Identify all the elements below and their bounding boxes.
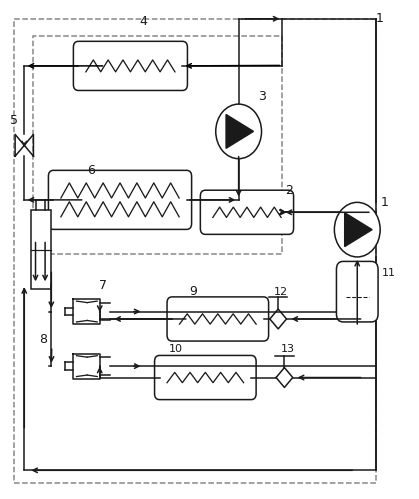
FancyBboxPatch shape [336, 261, 378, 322]
Text: 9: 9 [189, 285, 197, 298]
Text: 8: 8 [39, 333, 47, 346]
Text: 13: 13 [281, 344, 295, 354]
Text: 6: 6 [87, 164, 95, 177]
Text: 3: 3 [258, 90, 266, 103]
FancyBboxPatch shape [73, 41, 187, 90]
FancyBboxPatch shape [155, 355, 256, 400]
FancyBboxPatch shape [200, 190, 294, 235]
Text: 1: 1 [376, 12, 384, 25]
Text: 4: 4 [139, 15, 147, 28]
Circle shape [334, 203, 380, 257]
Text: 5: 5 [10, 114, 18, 127]
Polygon shape [226, 114, 253, 148]
Text: 12: 12 [274, 287, 288, 297]
Text: 1: 1 [380, 196, 388, 209]
Polygon shape [345, 213, 372, 247]
Circle shape [216, 104, 261, 159]
FancyBboxPatch shape [167, 297, 269, 341]
Bar [31, 210, 52, 289]
Text: 7: 7 [99, 279, 107, 292]
FancyBboxPatch shape [49, 170, 191, 230]
Text: 2: 2 [285, 185, 292, 198]
Text: 11: 11 [381, 268, 396, 278]
Text: 10: 10 [169, 344, 183, 354]
